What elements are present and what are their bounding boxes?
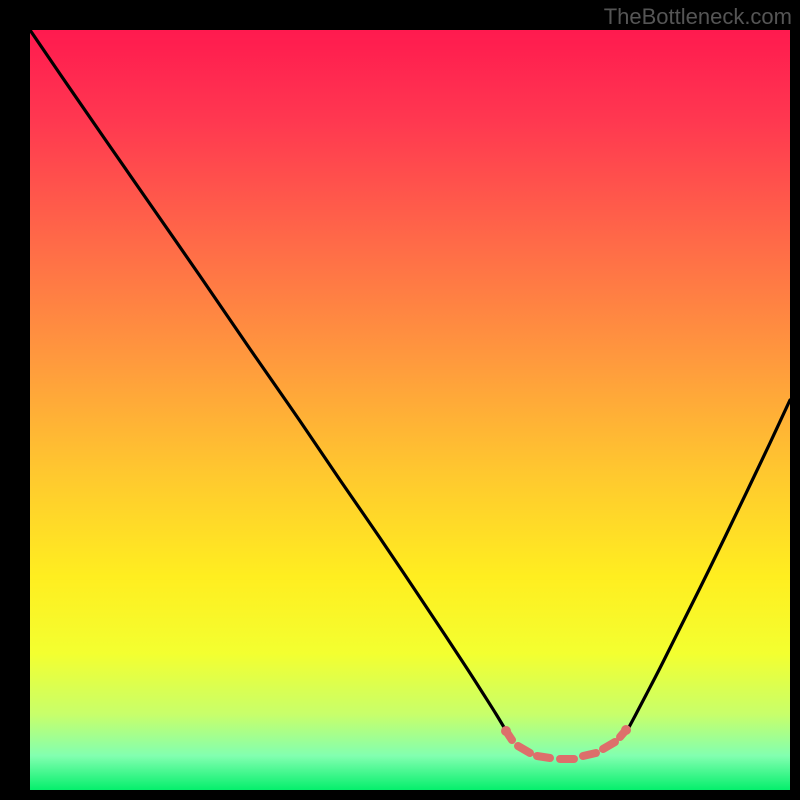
- plot-area: [30, 30, 790, 790]
- watermark-text: TheBottleneck.com: [604, 4, 792, 30]
- curve-right-branch: [628, 400, 790, 729]
- chart-svg-layer: [30, 30, 790, 790]
- bottom-marker-start-cap: [501, 726, 511, 736]
- bottom-marker-segment: [537, 756, 550, 758]
- bottom-marker-segment: [518, 746, 530, 753]
- bottom-marker-segment: [583, 753, 596, 756]
- bottom-marker-segment: [603, 742, 615, 749]
- curve-left-branch: [30, 30, 505, 729]
- bottom-marker-end-cap: [621, 725, 631, 735]
